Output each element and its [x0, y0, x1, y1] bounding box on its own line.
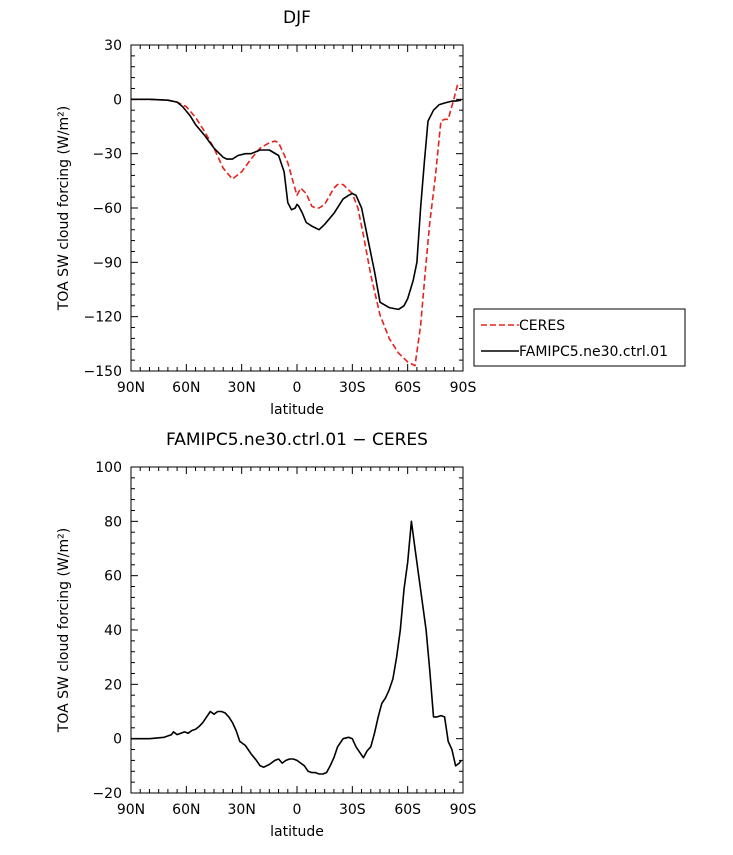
- x-tick-label: 60S: [394, 802, 421, 818]
- legend-box: [473, 308, 686, 367]
- y-tick-label: 0: [113, 732, 122, 748]
- x-tick-label: 0: [293, 802, 302, 818]
- x-tick-label: 60N: [172, 802, 200, 818]
- x-tick-label: 60N: [172, 380, 200, 396]
- y-tick-label: −150: [84, 364, 122, 380]
- chart-title: DJF: [283, 8, 311, 28]
- y-tick-label: 100: [95, 460, 122, 476]
- x-tick-label: 30S: [339, 380, 366, 396]
- chart-panel-2: 90N 60N 30N 0 30S 60S 90S −20 0 20 40 60 80 100 FAMIPC…: [56, 430, 476, 840]
- y-tick-label: −60: [92, 201, 122, 217]
- y-tick-label: −30: [92, 147, 122, 163]
- y-tick-label: 60: [104, 569, 122, 585]
- y-tick-label: −20: [92, 786, 122, 802]
- x-tick-label: 90S: [450, 802, 477, 818]
- y-tick-label: 20: [104, 677, 122, 693]
- y-axis-label: TOA SW cloud forcing (W/m²): [56, 528, 72, 733]
- series-line-1: [131, 520, 462, 775]
- x-tick-label: 90S: [450, 380, 477, 396]
- y-tick-label: −120: [84, 310, 122, 326]
- series-line-ceres: [131, 84, 462, 367]
- x-tick-label: 30N: [228, 380, 256, 396]
- y-tick-label: 40: [104, 623, 122, 639]
- x-tick-label: 30S: [339, 802, 366, 818]
- x-axis-label: latitude: [270, 824, 324, 840]
- chart-panel-1: 90N 60N 30N 0 30S 60S 90S −150 −120 −90 −60 −30 0 30 D…: [56, 8, 686, 418]
- y-axis-label: TOA SW cloud forcing (W/m²): [56, 106, 72, 311]
- y-tick-label: −90: [92, 255, 122, 271]
- plot-frame: [130, 466, 464, 794]
- legend-entry: FAMIPC5.ne30.ctrl.01: [519, 344, 668, 360]
- legend: CERES FAMIPC5.ne30.ctrl.01: [473, 308, 686, 367]
- x-axis-label: latitude: [270, 402, 324, 418]
- x-tick-label: 90N: [117, 802, 145, 818]
- legend-entry: CERES: [519, 318, 565, 334]
- x-tick-label: 60S: [394, 380, 421, 396]
- series-line-famipc5-ne30-ctrl-01: [131, 98, 462, 311]
- y-tick-label: 0: [113, 92, 122, 108]
- chart-title: FAMIPC5.ne30.ctrl.01 − CERES: [166, 430, 428, 450]
- y-tick-label: 30: [104, 38, 122, 54]
- plot-frame: [130, 44, 464, 372]
- x-tick-label: 30N: [228, 802, 256, 818]
- x-tick-label: 0: [293, 380, 302, 396]
- y-tick-label: 80: [104, 514, 122, 530]
- x-tick-label: 90N: [117, 380, 145, 396]
